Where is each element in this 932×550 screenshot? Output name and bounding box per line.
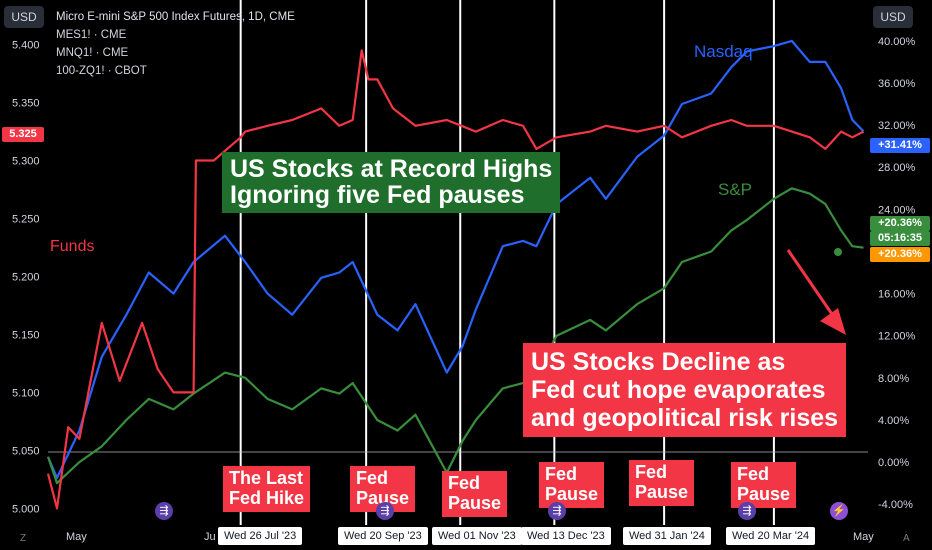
compare-symbol[interactable]: 100-ZQ1! · CBOT [56, 65, 147, 77]
economic-event-icon[interactable]: ⇶ [738, 502, 756, 520]
right-axis-tick: -4.00% [878, 499, 913, 511]
symbol-title[interactable]: Micro E-mini S&P 500 Index Futures, 1D, … [56, 11, 295, 23]
callout-line: Ignoring five Fed pauses [230, 181, 525, 210]
callout-line: and geopolitical risk rises [531, 404, 839, 432]
callout-line: US Stocks Decline as [531, 348, 786, 376]
legend: Micro E-mini S&P 500 Index Futures, 1D, … [56, 8, 295, 80]
event-date-tag: Wed 31 Jan '24 [623, 527, 711, 545]
currency-right-button[interactable]: USD [873, 6, 913, 28]
lightning-event-icon[interactable]: ⚡ [830, 502, 848, 520]
right-axis-tick: 4.00% [878, 415, 909, 427]
fed-label-line: Pause [356, 487, 410, 508]
economic-event-icon[interactable]: ⇶ [155, 502, 173, 520]
fed-label-line: Fed [545, 464, 578, 484]
sp-label: S&P [718, 180, 753, 199]
event-date-tag: Wed 26 Jul '23 [218, 527, 303, 545]
fed-label-line: Pause [448, 492, 502, 513]
event-date-tag: Wed 13 Dec '23 [521, 527, 611, 545]
left-axis-ticks: 5.400 5.350 5.300 5.250 5.200 5.150 5.100 5.050… [12, 40, 40, 516]
right-axis-tick: 0.00% [878, 457, 909, 469]
x-tick-partial: Ju [204, 531, 216, 543]
fed-label-line: Fed [737, 464, 770, 484]
fed-event-label: Fed Pause [731, 462, 797, 508]
funds-label: Funds [50, 238, 95, 255]
left-axis-tick: 5.100 [12, 387, 40, 399]
record-highs-callout: US Stocks at Record Highs Ignoring five … [222, 152, 561, 213]
fed-label-line: Fed Hike [229, 487, 305, 508]
economic-event-icon[interactable]: ⇶ [548, 502, 566, 520]
currency-left-button[interactable]: USD [4, 6, 44, 28]
economic-event-icon[interactable]: ⇶ [376, 502, 394, 520]
fed-event-label: Fed Pause [629, 460, 695, 506]
right-axis-tick: 12.00% [878, 331, 916, 343]
timezone-icon[interactable]: Z [20, 533, 27, 544]
right-axis-tick: 32.00% [878, 120, 916, 132]
fed-label-line: Pause [545, 483, 599, 504]
auto-scale-icon[interactable]: A [903, 533, 910, 544]
left-axis-tick: 5.000 [12, 503, 40, 515]
left-price-badge: 5.325 [2, 127, 44, 142]
fed-event-label: Fed Pause [442, 471, 508, 517]
right-axis-tick: 28.00% [878, 162, 916, 174]
callout-line: Fed cut hope evaporates [531, 376, 826, 404]
countdown-badge: 05:16:35 [870, 231, 930, 246]
decline-callout: US Stocks Decline as Fed cut hope evapor… [523, 343, 847, 437]
left-axis-tick: 5.250 [12, 214, 40, 226]
right-axis-tick: 36.00% [878, 78, 916, 90]
compare-symbol[interactable]: MNQ1! · CME [56, 47, 129, 59]
nasdaq-label: Nasdaq [694, 42, 753, 61]
sp-pct-badge-2: +20.36% [870, 247, 930, 262]
series-lines [46, 39, 865, 510]
right-axis-tick: 40.00% [878, 36, 916, 48]
left-axis-tick: 5.150 [12, 329, 40, 341]
fed-label-line: Fed [356, 468, 389, 488]
right-axis-tick: 24.00% [878, 204, 916, 216]
left-axis-tick: 5.200 [12, 271, 40, 283]
fed-label-line: Pause [635, 481, 689, 502]
fed-label-line: The Last [229, 468, 304, 488]
fed-label-line: Fed [448, 473, 481, 493]
event-date-tag: Wed 01 Nov '23 [432, 527, 522, 545]
nasdaq-line [46, 39, 865, 479]
event-date-tag: Wed 20 Sep '23 [338, 527, 428, 545]
left-axis-tick: 5.300 [12, 156, 40, 168]
fed-label-line: Pause [737, 483, 791, 504]
funds-line [46, 49, 864, 510]
fed-event-label: Fed Pause [539, 462, 605, 508]
callout-line: US Stocks at Record Highs [230, 155, 553, 183]
sp-last-dot [834, 248, 842, 256]
nasdaq-pct-badge: +31.41% [870, 138, 930, 153]
decline-arrow [786, 249, 846, 335]
right-axis-tick: 8.00% [878, 373, 909, 385]
x-tick-start: May [66, 531, 87, 543]
event-lines [239, 0, 775, 525]
right-axis-ticks: 40.00%36.00%32.00%28.00%24.00%20.00%16.0… [878, 36, 916, 511]
fed-event-label: The Last Fed Hike [223, 466, 311, 512]
left-axis-tick: 5.400 [12, 40, 40, 52]
compare-symbol[interactable]: MES1! · CME [56, 29, 127, 41]
x-tick-end: May [853, 531, 874, 543]
sp-pct-badge: +20.36% [870, 216, 930, 231]
event-date-tag: Wed 20 Mar '24 [726, 527, 816, 545]
right-axis-tick: 16.00% [878, 289, 916, 301]
left-axis-tick: 5.350 [12, 98, 40, 110]
left-axis-tick: 5.050 [12, 445, 40, 457]
sp-line [46, 187, 864, 485]
fed-label-line: Fed [635, 462, 668, 482]
